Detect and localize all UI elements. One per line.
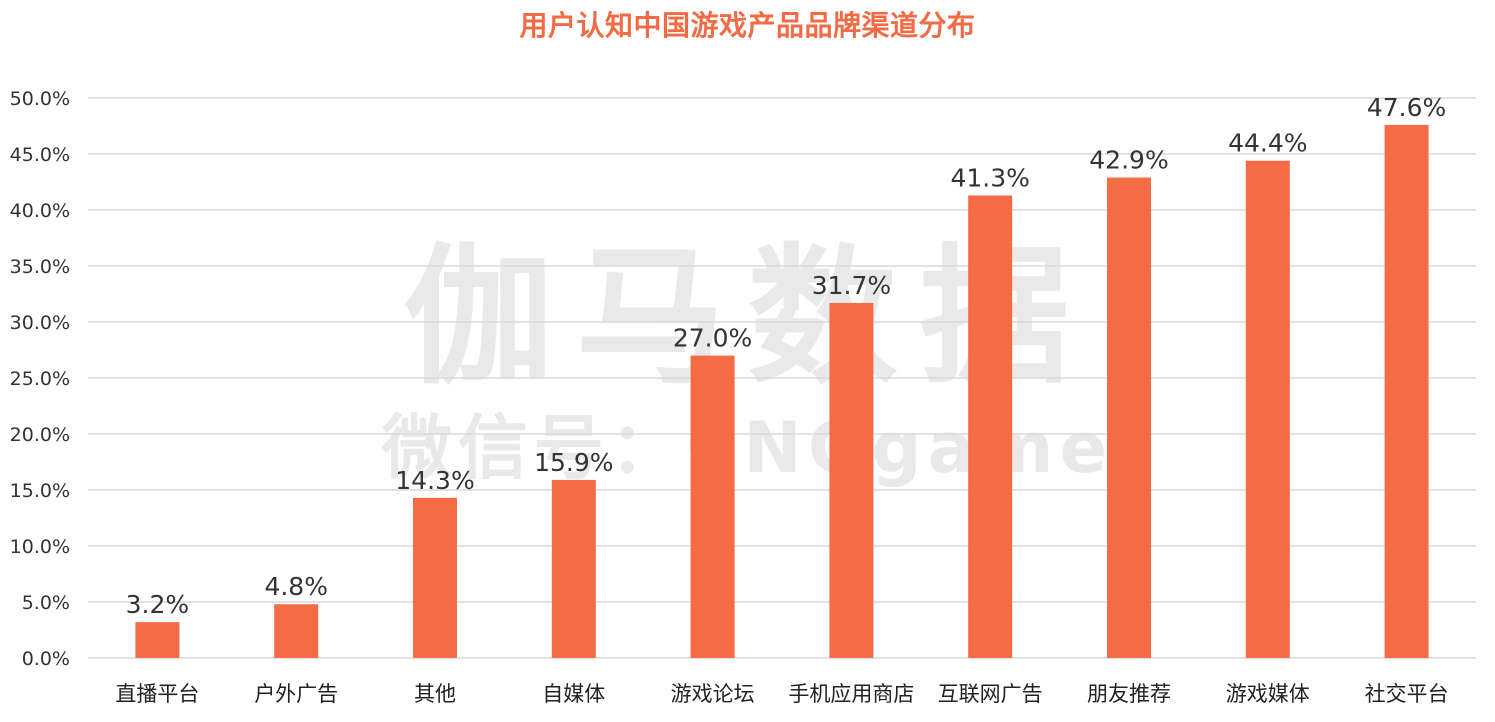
y-tick-label: 25.0%: [10, 368, 70, 390]
x-tick-label: 其他: [414, 682, 456, 706]
y-tick-label: 30.0%: [10, 312, 70, 334]
data-label: 4.8%: [264, 572, 328, 601]
bar: [968, 195, 1013, 658]
x-tick-label: 互联网广告: [938, 682, 1043, 706]
data-label: 15.9%: [534, 448, 613, 477]
bar: [274, 604, 319, 658]
data-label: 42.9%: [1089, 146, 1168, 175]
bar: [690, 355, 735, 658]
bar: [551, 479, 596, 658]
data-label: 3.2%: [126, 590, 190, 619]
y-tick-label: 10.0%: [10, 536, 70, 558]
y-tick-label: 5.0%: [22, 592, 70, 614]
bar: [1384, 124, 1429, 658]
data-label: 14.3%: [395, 466, 474, 495]
x-tick-label: 直播平台: [115, 682, 199, 706]
y-tick-label: 40.0%: [10, 200, 70, 222]
bar: [1245, 160, 1290, 658]
x-tick-label: 游戏论坛: [671, 682, 755, 706]
data-label: 44.4%: [1228, 129, 1307, 158]
bar: [829, 302, 874, 658]
data-label: 41.3%: [950, 163, 1029, 192]
y-tick-label: 35.0%: [10, 256, 70, 278]
data-label: 31.7%: [812, 271, 891, 300]
x-tick-label: 游戏媒体: [1226, 682, 1310, 706]
y-tick-label: 45.0%: [10, 144, 70, 166]
chart-title: 用户认知中国游戏产品品牌渠道分布: [519, 9, 976, 42]
x-tick-label: 朋友推荐: [1087, 682, 1171, 706]
y-tick-label: 50.0%: [10, 88, 70, 110]
y-tick-label: 20.0%: [10, 424, 70, 446]
bar: [1107, 177, 1151, 658]
bar: [135, 622, 180, 658]
x-tick-label: 户外广告: [254, 682, 338, 706]
data-label: 27.0%: [673, 324, 752, 353]
x-tick-label: 手机应用商店: [788, 682, 914, 706]
x-tick-label: 社交平台: [1365, 682, 1449, 706]
x-tick-label: 自媒体: [542, 682, 605, 706]
y-tick-label: 0.0%: [22, 648, 70, 670]
y-tick-label: 15.0%: [10, 480, 70, 502]
data-label: 47.6%: [1367, 93, 1446, 122]
bar: [413, 497, 457, 658]
